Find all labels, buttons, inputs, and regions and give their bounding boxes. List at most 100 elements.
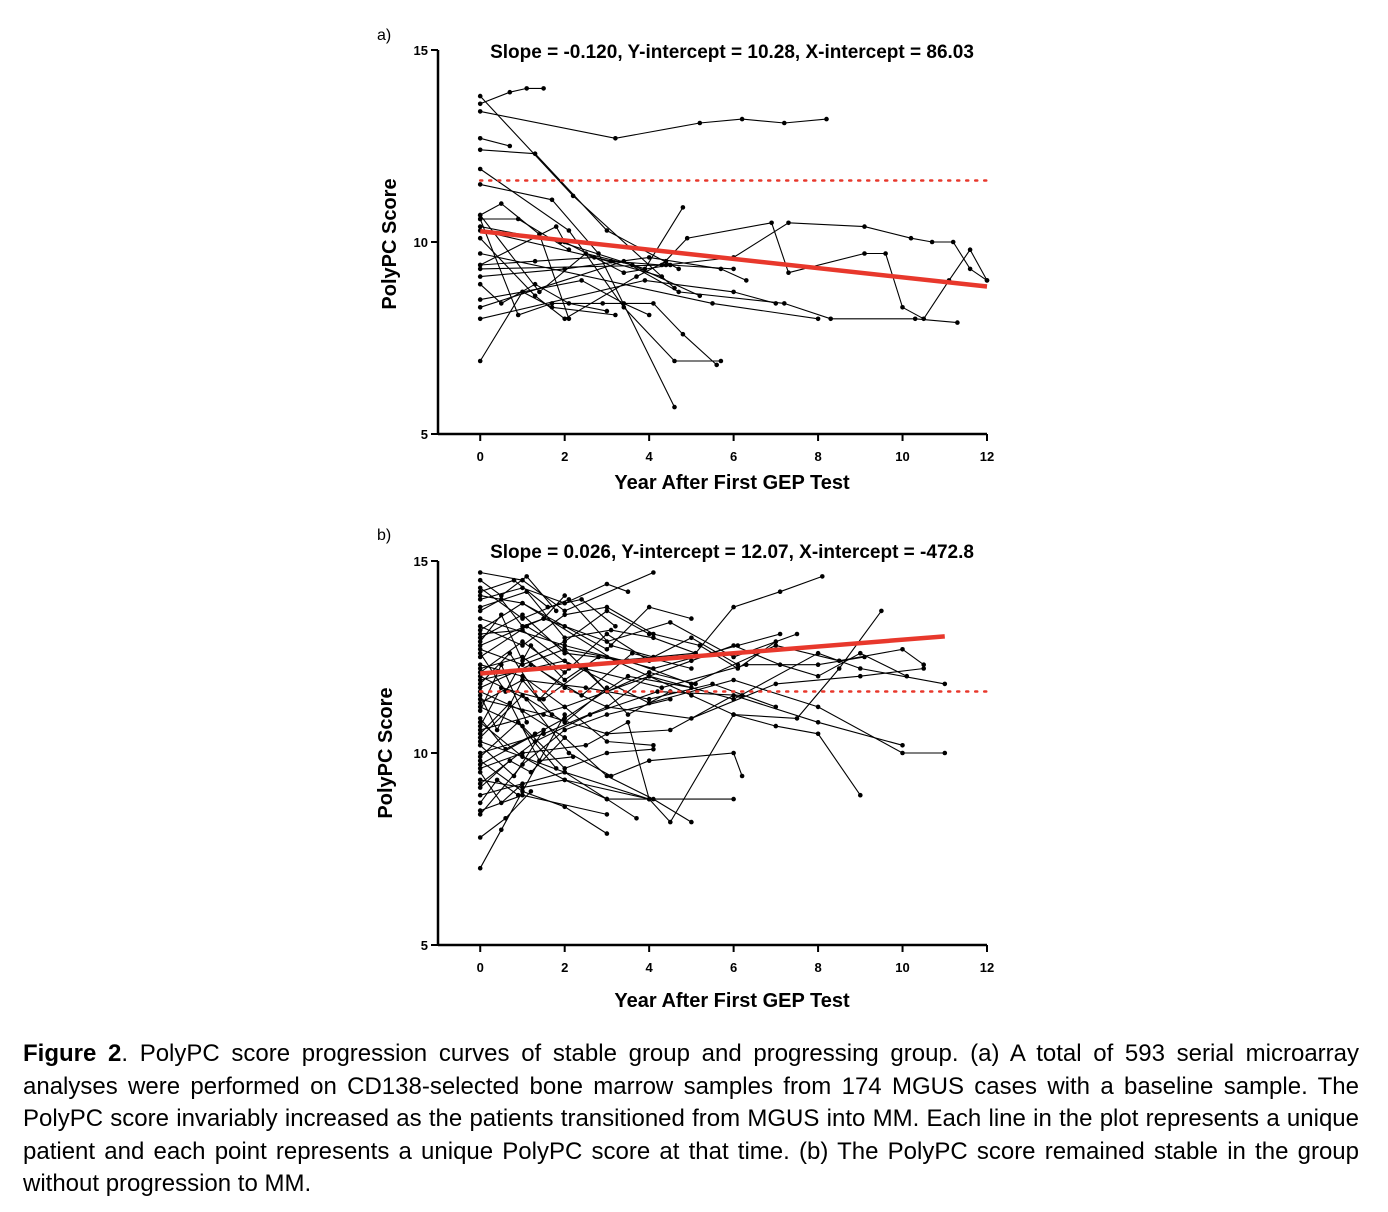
data-point — [782, 301, 787, 306]
data-point — [815, 316, 821, 322]
figure-caption: Figure 2. PolyPC score progression curve… — [23, 1038, 1359, 1201]
data-point — [659, 685, 665, 690]
data-point — [477, 681, 483, 687]
data-point — [587, 712, 593, 717]
data-point — [477, 785, 483, 790]
patient-line — [480, 110, 827, 139]
data-point — [672, 404, 677, 410]
data-point — [984, 278, 990, 283]
axes-a: 0 2 4 6 8 10 12 5 10 15 — [414, 43, 995, 464]
data-point — [773, 643, 779, 648]
y-tick-label: 5 — [421, 427, 428, 442]
data-point — [562, 716, 567, 721]
data-point — [900, 647, 905, 652]
data-point — [739, 116, 745, 122]
data-point — [921, 666, 926, 671]
data-point — [477, 593, 483, 598]
data-point — [499, 800, 504, 806]
x-tick-label: 10 — [895, 449, 909, 464]
data-point — [668, 620, 673, 625]
data-point — [562, 769, 567, 775]
patient-line — [479, 687, 608, 738]
data-point — [520, 693, 525, 698]
data-point — [499, 662, 504, 667]
data-point — [477, 216, 483, 222]
data-point — [477, 305, 483, 310]
data-point — [532, 258, 538, 264]
data-point — [520, 639, 525, 644]
data-point — [477, 297, 483, 302]
data-point — [562, 658, 567, 664]
data-point — [604, 812, 610, 817]
data-point — [625, 712, 631, 717]
data-point — [672, 358, 677, 364]
patient-line — [479, 760, 608, 835]
data-point — [477, 693, 483, 698]
data-point — [608, 627, 614, 633]
data-point — [477, 589, 483, 594]
data-point — [646, 673, 652, 679]
data-point — [477, 604, 483, 610]
data-point — [520, 677, 525, 683]
data-point — [562, 643, 567, 648]
data-point — [820, 574, 825, 579]
data-point — [477, 766, 483, 771]
regression-line — [480, 634, 945, 676]
data-point — [477, 266, 483, 272]
data-point — [908, 235, 914, 241]
data-point — [477, 800, 483, 806]
data-point — [562, 647, 567, 652]
overlays-a — [478, 179, 989, 289]
data-point — [731, 604, 736, 610]
data-point — [862, 224, 867, 229]
data-point — [477, 650, 483, 656]
data-point — [515, 216, 521, 222]
data-point — [562, 804, 567, 810]
data-point — [646, 696, 652, 702]
patient-line — [480, 256, 662, 278]
data-point — [524, 696, 529, 702]
data-point — [477, 750, 483, 756]
data-point — [562, 670, 567, 675]
data-point — [477, 735, 483, 740]
x-tick-label: 12 — [980, 960, 994, 975]
data-point — [477, 781, 483, 786]
x-tick-label: 2 — [561, 960, 568, 975]
data-point — [549, 197, 555, 203]
data-point — [477, 616, 483, 621]
patient-line — [480, 137, 510, 147]
data-point — [680, 331, 686, 337]
data-point — [477, 685, 483, 690]
data-point — [477, 235, 483, 241]
data-point — [549, 305, 555, 310]
y-tick-label: 5 — [421, 938, 428, 953]
data-point — [499, 301, 504, 306]
data-point — [815, 650, 821, 656]
data-point — [477, 597, 483, 602]
data-point — [477, 93, 483, 99]
data-point — [651, 301, 656, 306]
data-point — [718, 358, 724, 364]
data-point — [858, 650, 863, 656]
data-point — [604, 604, 610, 610]
data-point — [646, 758, 652, 763]
data-point — [731, 643, 736, 648]
data-point — [668, 262, 673, 268]
panel-label-a: a) — [377, 27, 391, 44]
data-point — [604, 773, 610, 779]
data-point — [515, 720, 521, 725]
data-point — [668, 819, 673, 825]
data-point — [625, 673, 631, 679]
data-point — [477, 631, 483, 637]
data-point — [604, 796, 610, 802]
data-point — [613, 312, 618, 318]
data-point — [604, 750, 610, 756]
data-point — [714, 362, 719, 368]
data-point — [494, 727, 500, 733]
data-point — [642, 278, 648, 283]
data-point — [731, 266, 736, 272]
patient-line — [480, 779, 650, 800]
data-point — [477, 835, 483, 840]
data-point — [676, 266, 681, 272]
data-point — [579, 693, 584, 698]
